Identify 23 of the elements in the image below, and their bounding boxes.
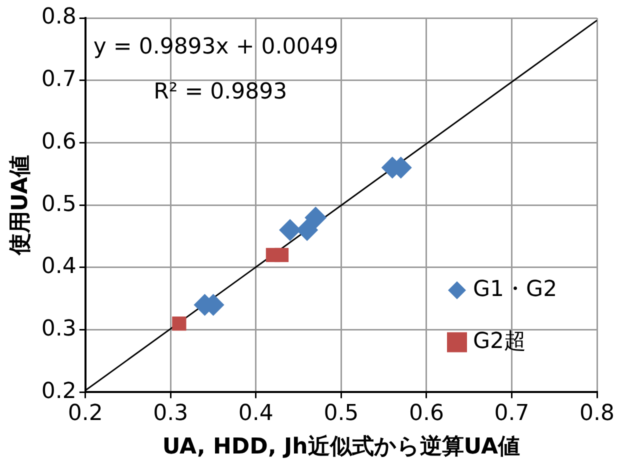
x-tick-label: 0.7	[494, 401, 530, 426]
annotation: y = 0.9893x + 0.0049	[93, 34, 338, 60]
point	[172, 316, 186, 331]
x-tick-label: 0.8	[580, 401, 614, 426]
legend-label: G2超	[473, 328, 526, 354]
y-tick-label: 0.3	[41, 316, 76, 342]
x-tick-label: 0.5	[324, 401, 359, 426]
point	[304, 206, 327, 229]
y-tick-label: 0.7	[41, 67, 76, 92]
y-tick-label: 0.2	[41, 378, 76, 404]
y-tick-label: 0.5	[41, 192, 76, 217]
x-axis-title: UA, HDD, Jh近似式から逆算UA値	[162, 434, 520, 460]
x-tick-label: 0.6	[408, 401, 444, 426]
y-tick-label: 0.8	[41, 4, 76, 30]
x-tick-label: 0.3	[153, 401, 188, 426]
y-tick-label: 0.4	[41, 254, 76, 280]
x-tick-label: 0.2	[68, 401, 103, 426]
y-tick-label: 0.6	[41, 129, 76, 154]
x-tick-label: 0.4	[238, 401, 274, 426]
legend-label: G1・G2	[473, 276, 558, 302]
y-axis-title: 使用UA値	[8, 154, 33, 256]
annotation: R² = 0.9893	[154, 80, 288, 105]
point	[274, 248, 289, 262]
